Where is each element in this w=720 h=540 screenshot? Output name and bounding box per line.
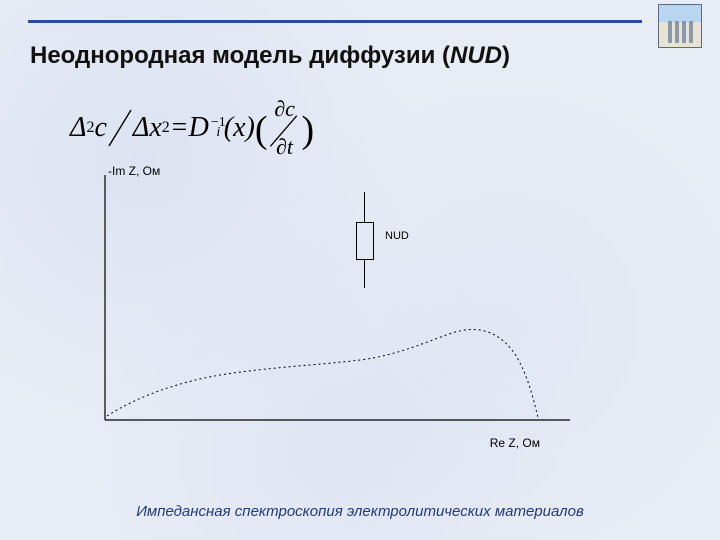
nud-element-box bbox=[356, 222, 374, 260]
nud-element-label: NUD bbox=[385, 230, 409, 242]
slide-title: Неоднородная модель диффузии (NUD) bbox=[30, 42, 510, 70]
nyquist-chart: -Im Z, Ом NUD Re Z, Ом bbox=[100, 170, 580, 430]
nud-lead-top bbox=[364, 192, 365, 222]
eq-big-slash-1 bbox=[107, 108, 133, 148]
eq-D-subsup: −1i bbox=[209, 114, 224, 142]
eq-delta2: Δ bbox=[133, 112, 149, 144]
eq-D: D bbox=[189, 112, 209, 144]
eq-c: c bbox=[94, 112, 106, 144]
eq-sup1: 2 bbox=[86, 119, 94, 137]
eq-eq: = bbox=[170, 112, 189, 144]
top-rule bbox=[28, 20, 642, 23]
slide-footer: Импедансная спектроскопия электролитичес… bbox=[0, 503, 720, 520]
eq-den: ∂t bbox=[276, 136, 293, 158]
impedance-curve bbox=[107, 330, 538, 418]
x-axis-label: Re Z, Ом bbox=[490, 436, 540, 450]
title-text: Неоднородная модель диффузии ( bbox=[30, 42, 450, 69]
diffusion-equation: Δ2c Δx2 = D−1i (x) ( ∂c ∂t ) bbox=[70, 98, 314, 158]
eq-delta1: Δ bbox=[70, 112, 86, 144]
chart-svg bbox=[100, 170, 580, 430]
eq-lparen: ( bbox=[255, 115, 268, 145]
eq-rparen: ) bbox=[302, 115, 315, 145]
eq-sup2: 2 bbox=[162, 119, 170, 137]
nud-lead-bottom bbox=[364, 260, 365, 288]
title-italic: NUD bbox=[450, 42, 502, 69]
title-close: ) bbox=[502, 42, 510, 69]
eq-x: x bbox=[149, 112, 161, 144]
eq-D-sub: i bbox=[216, 126, 220, 140]
slash-path bbox=[109, 110, 131, 146]
eq-inner-frac: ∂c ∂t bbox=[268, 98, 302, 158]
eq-ofx: (x) bbox=[224, 112, 255, 144]
institution-logo bbox=[658, 4, 702, 48]
y-axis-label: -Im Z, Ом bbox=[108, 164, 160, 178]
